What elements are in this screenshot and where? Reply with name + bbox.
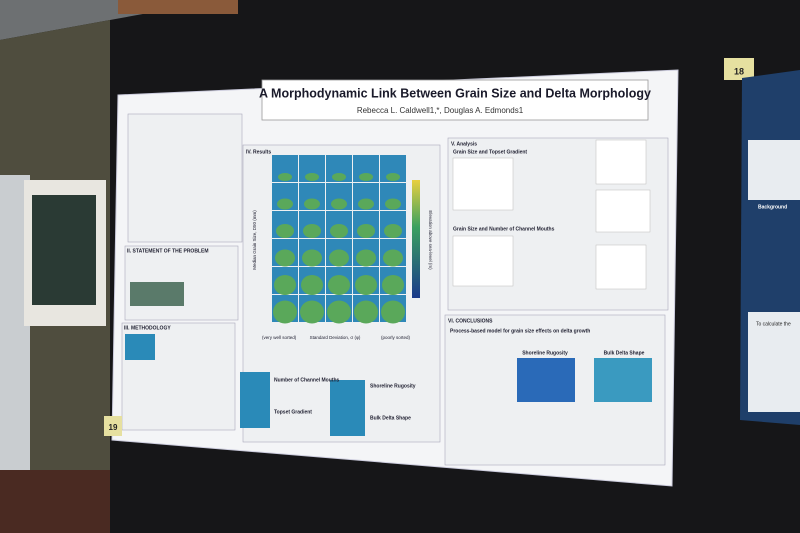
delta-shape xyxy=(300,300,324,324)
plot-image xyxy=(452,235,514,287)
contour-plot xyxy=(517,358,575,402)
section-heading: VI. CONCLUSIONS xyxy=(448,318,493,324)
delta-shape xyxy=(332,173,346,181)
metric-heading: Number of Channel Mouths xyxy=(274,377,339,383)
poster-number xyxy=(724,58,754,80)
chair xyxy=(0,470,110,533)
plot-image xyxy=(452,157,514,211)
trim xyxy=(118,0,238,14)
delta-shape xyxy=(386,173,400,181)
method-image xyxy=(125,334,155,360)
colorbar xyxy=(412,180,420,298)
delta-shape xyxy=(382,275,404,295)
delta-shape xyxy=(385,198,401,210)
metric-heading: Topset Gradient xyxy=(274,409,312,415)
delta-shape xyxy=(304,198,320,210)
delta-shape xyxy=(330,224,348,238)
subheading: Grain Size and Number of Channel Mouths xyxy=(453,226,555,232)
delta-shape xyxy=(381,300,405,324)
neighbor-text-block xyxy=(748,140,800,200)
delta-shape xyxy=(278,173,292,181)
delta-shape xyxy=(276,224,294,238)
poster-title: A Morphodynamic Link Between Grain Size … xyxy=(259,86,651,100)
delta-shape xyxy=(275,249,295,267)
delta-shape xyxy=(355,275,377,295)
poster-number xyxy=(104,416,122,436)
section-heading: IV. Results xyxy=(246,149,271,155)
plot-title: Bulk Delta Shape xyxy=(604,350,645,356)
delta-shape xyxy=(329,249,349,267)
metric-heading: Bulk Delta Shape xyxy=(370,415,411,421)
plot-image xyxy=(595,139,647,185)
delta-shape xyxy=(273,300,297,324)
result-image xyxy=(330,380,365,436)
poster-number-text: 19 xyxy=(109,423,118,432)
delta-shape xyxy=(331,198,347,210)
metric-heading: Shoreline Rugosity xyxy=(370,383,416,389)
x-axis-label: Standard Deviation, σ (φ) xyxy=(310,335,361,340)
plot-title: Shoreline Rugosity xyxy=(522,350,568,356)
delta-shape xyxy=(301,275,323,295)
poster-number-text: 18 xyxy=(734,66,744,76)
delta-shape xyxy=(305,173,319,181)
plot-image xyxy=(595,189,651,233)
colorbar-label: Elevation above sea-level (m) xyxy=(428,210,433,270)
y-axis-label: Median Grain Size, D50 (mm) xyxy=(252,210,257,270)
section-heading: II. STATEMENT OF THE PROBLEM xyxy=(127,248,208,254)
delta-shape xyxy=(384,224,402,238)
delta-shape xyxy=(354,300,378,324)
picture xyxy=(32,195,96,305)
section-heading: III. METHODOLOGY xyxy=(124,325,171,331)
subheading: Grain Size and Topset Gradient xyxy=(453,149,527,155)
neighbor-heading: Background xyxy=(758,204,787,210)
delta-shape xyxy=(356,249,376,267)
note: (poorly sorted) xyxy=(381,335,411,340)
poster-authors: Rebecca L. Caldwell1,*, Douglas A. Edmon… xyxy=(357,106,524,115)
subheading: Process-based model for grain size effec… xyxy=(450,328,590,334)
delta-shape xyxy=(358,198,374,210)
delta-shape xyxy=(303,224,321,238)
plot-image xyxy=(595,244,647,290)
delta-grid xyxy=(272,155,406,324)
delta-shape xyxy=(302,249,322,267)
delta-shape xyxy=(359,173,373,181)
delta-shape xyxy=(274,275,296,295)
delta-shape xyxy=(357,224,375,238)
neighbor-text-block xyxy=(748,312,800,412)
neighbor-text: To calculate the xyxy=(756,321,791,327)
delta-shape xyxy=(328,275,350,295)
section-heading: V. Analysis xyxy=(451,141,477,147)
abstract-block xyxy=(127,113,243,243)
title-box xyxy=(261,79,649,121)
result-image xyxy=(240,372,270,428)
delta-shape xyxy=(277,198,293,210)
delta-shape xyxy=(383,249,403,267)
map-image xyxy=(130,282,184,306)
contour-plot xyxy=(594,358,652,402)
delta-shape xyxy=(327,300,351,324)
note: (very well sorted) xyxy=(262,335,297,340)
